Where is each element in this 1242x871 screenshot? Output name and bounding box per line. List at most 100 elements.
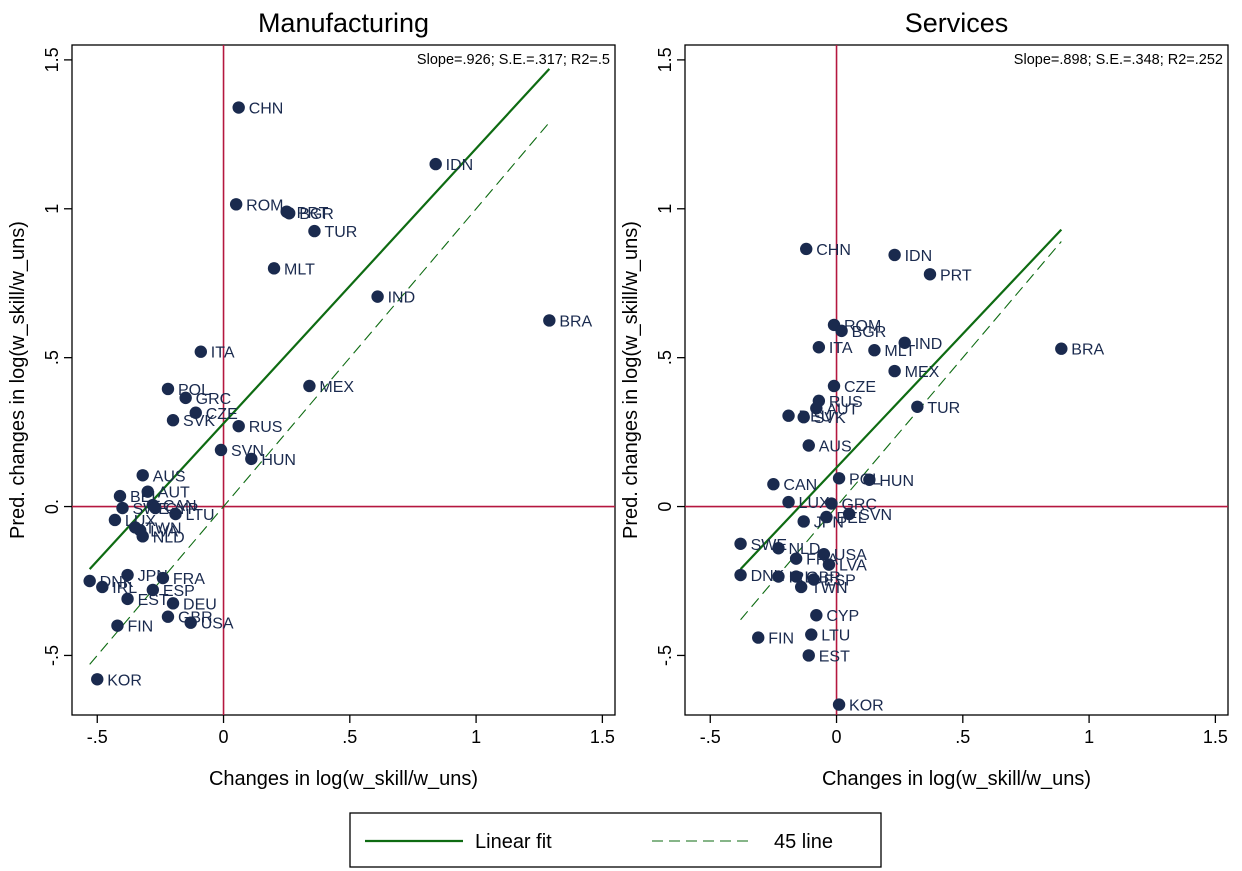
data-point-chn bbox=[800, 242, 813, 256]
point-label: CHN bbox=[816, 242, 851, 259]
data-point-cze bbox=[827, 379, 841, 393]
point-label: CHN bbox=[249, 101, 284, 118]
data-point-deu bbox=[782, 409, 795, 422]
point-label: LTU bbox=[821, 628, 850, 645]
y-tick-label: 1 bbox=[655, 204, 675, 214]
data-point-jpn bbox=[121, 568, 134, 582]
data-point-fin bbox=[111, 619, 124, 632]
data-point-prt bbox=[923, 268, 937, 281]
data-point-idn bbox=[429, 157, 442, 171]
point-label: USA bbox=[834, 547, 867, 564]
data-point-gbr bbox=[161, 610, 175, 623]
data-point-ind bbox=[371, 290, 384, 303]
point-label: FIN bbox=[768, 631, 794, 648]
data-point-nld bbox=[772, 542, 785, 555]
y-tick-label: 0. bbox=[42, 499, 62, 514]
panel-title: Manufacturing bbox=[258, 8, 429, 38]
legend: Linear fit 45 line bbox=[349, 812, 882, 868]
x-tick-label: 0 bbox=[832, 727, 842, 747]
point-label: FIN bbox=[127, 619, 153, 636]
y-tick-label: -.5 bbox=[42, 645, 62, 666]
y-axis-label: Pred. changes in log(w_skill/w_uns) bbox=[7, 221, 29, 539]
data-point-rom bbox=[229, 198, 243, 211]
y-axis-label: Pred. changes in log(w_skill/w_uns) bbox=[620, 221, 642, 539]
data-point-mlt bbox=[267, 262, 281, 275]
point-label: ROM bbox=[844, 318, 881, 335]
point-label: ROM bbox=[246, 197, 283, 214]
point-label: TUR bbox=[324, 224, 357, 241]
data-point-rus bbox=[232, 419, 245, 433]
point-label: IND bbox=[388, 290, 416, 307]
point-label: CZE bbox=[206, 406, 238, 423]
point-label: AUT bbox=[158, 485, 190, 502]
data-point-lux bbox=[782, 495, 795, 509]
point-label: SVN bbox=[859, 507, 892, 524]
point-label: KOR bbox=[107, 672, 142, 689]
point-label: DEU bbox=[183, 596, 217, 613]
point-label: ITA bbox=[211, 345, 235, 362]
legend-label-linear-fit: Linear fit bbox=[475, 831, 552, 853]
stat-annotation: Slope=.898; S.E.=.348; R2=.252 bbox=[1014, 52, 1223, 68]
data-point-fin bbox=[752, 631, 765, 644]
point-label: MLT bbox=[884, 343, 915, 360]
point-label: SVK bbox=[814, 410, 846, 427]
stat-annotation: Slope=.926; S.E.=.317; R2=.5 bbox=[417, 52, 610, 68]
data-point-ind bbox=[898, 336, 911, 349]
data-point-bra bbox=[543, 314, 556, 327]
point-label: CYP bbox=[826, 608, 859, 625]
x-tick-label: 1.5 bbox=[590, 727, 615, 747]
point-label: KOR bbox=[849, 698, 884, 715]
data-point-usa bbox=[184, 616, 197, 629]
data-point-swe bbox=[734, 537, 747, 550]
data-point-mlt bbox=[868, 344, 881, 357]
point-label: SVK bbox=[183, 413, 215, 430]
point-label: BGR bbox=[299, 206, 334, 223]
data-point-usa bbox=[817, 548, 831, 561]
point-label: BGR bbox=[852, 324, 887, 341]
data-point-can bbox=[767, 478, 780, 491]
point-label: ITA bbox=[829, 340, 853, 357]
point-label: EST bbox=[819, 648, 850, 665]
data-point-idn bbox=[888, 248, 901, 262]
point-label: EST bbox=[138, 592, 169, 609]
x-tick-label: -.5 bbox=[700, 727, 721, 747]
data-point-cze bbox=[189, 406, 202, 419]
panel-title: Services bbox=[905, 8, 1009, 38]
point-label: CAN bbox=[783, 477, 817, 494]
y-tick-label: .5 bbox=[42, 350, 62, 365]
point-label: TUR bbox=[927, 400, 960, 417]
data-point-cyp bbox=[149, 501, 162, 515]
data-point-kor bbox=[832, 698, 846, 711]
point-label: ESP bbox=[824, 573, 856, 590]
data-point-irl bbox=[772, 570, 785, 583]
y-tick-label: .5 bbox=[655, 350, 675, 365]
data-point-mex bbox=[303, 379, 316, 393]
point-label: RUS bbox=[829, 394, 863, 411]
data-point-ita bbox=[812, 341, 826, 354]
point-label: TWN bbox=[145, 520, 181, 537]
point-label: FRA bbox=[173, 571, 205, 588]
point-label: USA bbox=[201, 616, 234, 633]
point-label: RUS bbox=[249, 419, 283, 436]
data-point-svn bbox=[214, 443, 228, 457]
data-point-dnk bbox=[83, 574, 96, 588]
point-label: IND bbox=[915, 336, 943, 353]
linear-fit-line bbox=[739, 228, 1063, 570]
data-point-fra bbox=[789, 552, 803, 565]
data-point-aus bbox=[802, 439, 815, 452]
point-label: IRL bbox=[112, 580, 137, 597]
data-point-hun bbox=[863, 473, 876, 486]
point-label: JPN bbox=[814, 514, 844, 531]
data-point-svk bbox=[797, 411, 810, 424]
point-label: LTU bbox=[186, 507, 215, 524]
point-label: MEX bbox=[905, 364, 940, 381]
x-axis-label: Changes in log(w_skill/w_uns) bbox=[822, 768, 1091, 790]
point-label: PRT bbox=[940, 267, 972, 284]
point-label: LVA bbox=[150, 523, 178, 540]
x-axis-label: Changes in log(w_skill/w_uns) bbox=[209, 768, 478, 790]
data-point-svn bbox=[842, 507, 856, 521]
data-point-tur bbox=[911, 400, 924, 413]
data-point-bel bbox=[113, 489, 127, 503]
data-point-tur bbox=[308, 224, 321, 238]
